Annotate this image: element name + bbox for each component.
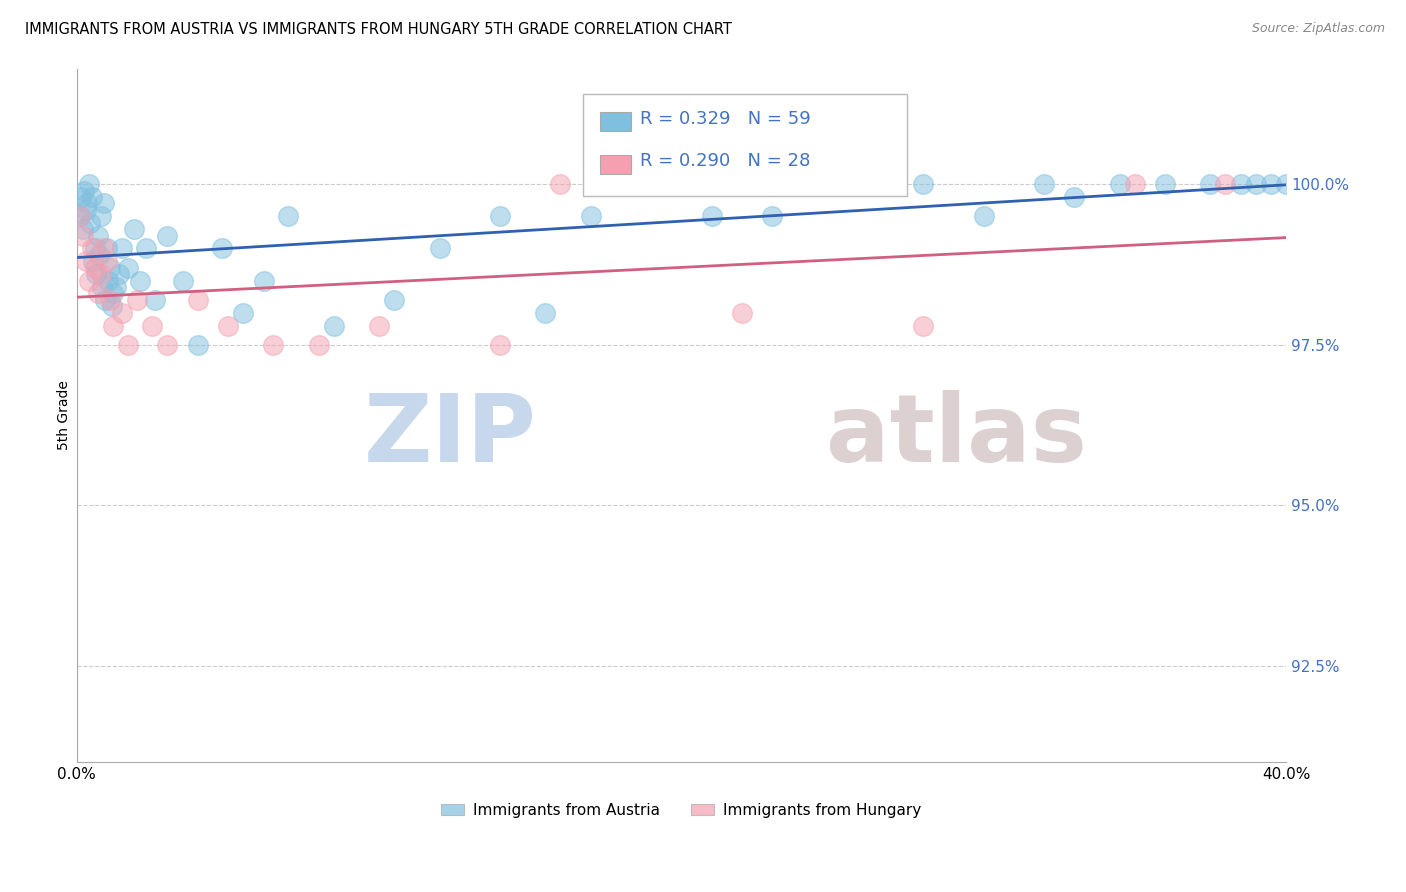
Text: R = 0.290   N = 28: R = 0.290 N = 28 <box>640 153 810 170</box>
Point <box>322 318 344 333</box>
Point <box>80 242 103 256</box>
Point <box>172 274 194 288</box>
Point <box>94 293 117 307</box>
Point <box>72 228 94 243</box>
Point <box>700 209 723 223</box>
Point <box>912 177 935 191</box>
Point <box>1033 177 1056 191</box>
Point <box>87 286 110 301</box>
Point <box>93 242 115 256</box>
Point <box>87 228 110 243</box>
Point <box>80 190 103 204</box>
Point <box>1063 190 1085 204</box>
Point <box>122 222 145 236</box>
Point <box>86 267 108 281</box>
Point <box>308 338 330 352</box>
Point <box>187 293 209 307</box>
Point <box>156 338 179 352</box>
Point <box>262 338 284 352</box>
Point <box>101 318 124 333</box>
Point <box>1123 177 1146 191</box>
Point <box>211 242 233 256</box>
Text: IMMIGRANTS FROM AUSTRIA VS IMMIGRANTS FROM HUNGARY 5TH GRADE CORRELATION CHART: IMMIGRANTS FROM AUSTRIA VS IMMIGRANTS FR… <box>25 22 733 37</box>
Point <box>1275 177 1298 191</box>
Point <box>489 209 512 223</box>
Point <box>187 338 209 352</box>
Point <box>1154 177 1177 191</box>
Point <box>90 267 112 281</box>
Point <box>93 196 115 211</box>
Point <box>108 267 131 281</box>
Point <box>253 274 276 288</box>
Legend: Immigrants from Austria, Immigrants from Hungary: Immigrants from Austria, Immigrants from… <box>436 797 928 824</box>
Point <box>83 260 105 275</box>
Point <box>105 280 128 294</box>
Point <box>912 318 935 333</box>
Point <box>1244 177 1267 191</box>
Point <box>76 196 98 211</box>
Point <box>368 318 391 333</box>
Point <box>217 318 239 333</box>
Point <box>135 242 157 256</box>
Point <box>731 306 754 320</box>
Point <box>111 242 134 256</box>
Point <box>640 177 662 191</box>
Point <box>429 242 451 256</box>
Point <box>89 248 111 262</box>
Point <box>129 274 152 288</box>
Point <box>75 254 97 268</box>
Point <box>83 242 105 256</box>
Point <box>277 209 299 223</box>
Text: ZIP: ZIP <box>363 391 536 483</box>
Point <box>96 242 118 256</box>
Point <box>96 254 118 268</box>
Text: R = 0.329   N = 59: R = 0.329 N = 59 <box>640 110 810 128</box>
Point <box>232 306 254 320</box>
Point <box>100 299 122 313</box>
Point <box>1199 177 1222 191</box>
Point <box>837 177 859 191</box>
Point <box>141 318 163 333</box>
Point <box>127 293 149 307</box>
Point <box>91 280 114 294</box>
Point <box>117 338 139 352</box>
Text: atlas: atlas <box>827 391 1087 483</box>
Point <box>1108 177 1130 191</box>
Point <box>69 209 91 223</box>
Point <box>97 274 120 288</box>
Point <box>761 209 783 223</box>
Point <box>143 293 166 307</box>
Point <box>382 293 405 307</box>
Point <box>489 338 512 352</box>
Point <box>550 177 572 191</box>
Point <box>69 209 91 223</box>
Point <box>79 216 101 230</box>
Point <box>1260 177 1282 191</box>
Y-axis label: 5th Grade: 5th Grade <box>58 381 72 450</box>
Point <box>1229 177 1251 191</box>
Point <box>101 286 124 301</box>
Point <box>579 209 602 223</box>
Point <box>73 184 96 198</box>
Point <box>75 202 97 217</box>
Point <box>111 306 134 320</box>
Point <box>82 254 104 268</box>
Point <box>90 209 112 223</box>
Point <box>72 222 94 236</box>
Point <box>534 306 557 320</box>
Point <box>98 260 121 275</box>
Point <box>77 177 100 191</box>
Point <box>973 209 995 223</box>
Point <box>1215 177 1237 191</box>
Point <box>117 260 139 275</box>
Text: Source: ZipAtlas.com: Source: ZipAtlas.com <box>1251 22 1385 36</box>
Point <box>156 228 179 243</box>
Point <box>98 293 121 307</box>
Point <box>77 274 100 288</box>
Point <box>70 190 93 204</box>
